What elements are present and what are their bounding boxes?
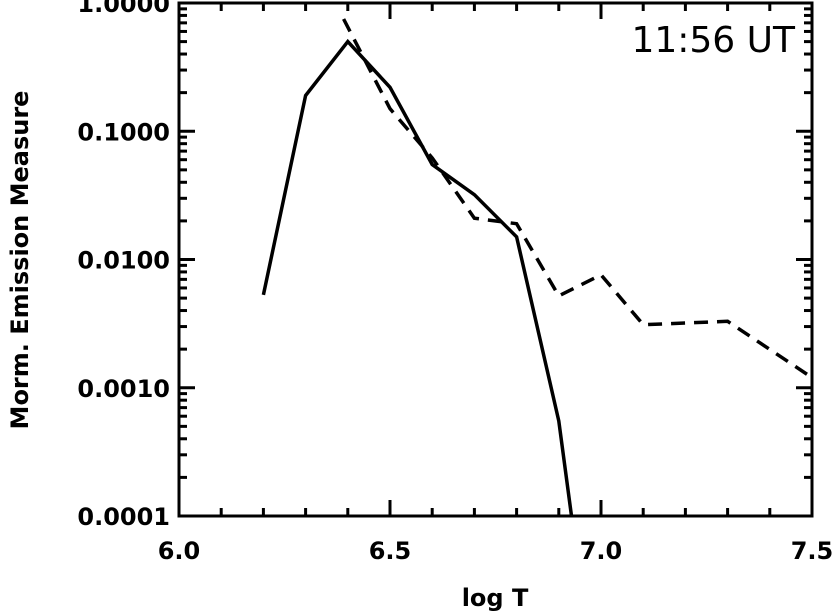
x-tick-label: 7.0 xyxy=(580,537,623,565)
axis-ticks xyxy=(177,1,814,518)
x-axis-label: log T xyxy=(462,584,529,612)
y-tick-label: 0.0100 xyxy=(77,247,170,275)
x-tick-label: 7.5 xyxy=(791,537,834,565)
y-tick-label: 1.0000 xyxy=(77,0,170,18)
y-tick-label: 0.0010 xyxy=(77,375,170,403)
solid-series-line xyxy=(261,38,574,517)
series-layer xyxy=(261,18,813,517)
y-tick-label: 0.0001 xyxy=(77,503,170,531)
x-tick-label: 6.0 xyxy=(158,537,201,565)
y-tick-label: 0.1000 xyxy=(77,118,170,146)
plot-frame xyxy=(177,1,814,518)
dashed-series-line xyxy=(342,18,813,380)
time-annotation: 11:56 UT xyxy=(631,20,796,61)
tick-labels: 6.0 6.5 7.0 7.5 0.0001 0.0010 0.0100 0.1000 1.00… xyxy=(77,0,833,565)
x-tick-label: 6.5 xyxy=(369,537,412,565)
y-axis-label: Morm. Emission Measure xyxy=(6,91,34,430)
